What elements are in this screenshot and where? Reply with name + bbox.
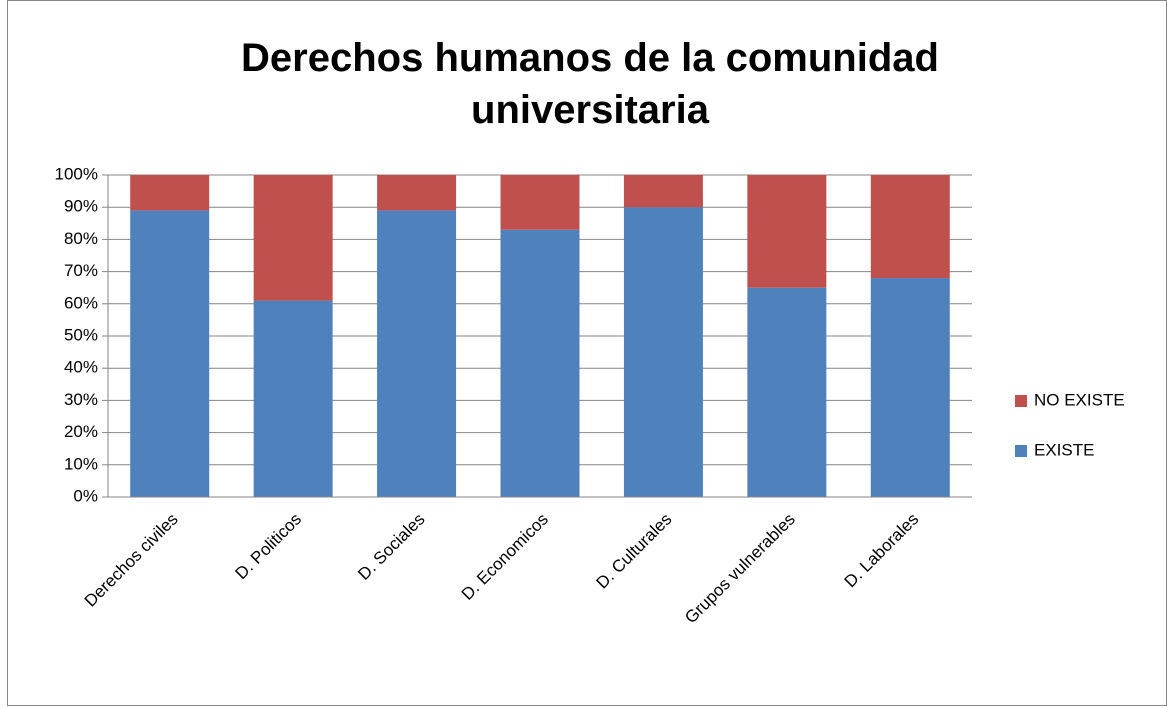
bar-segment <box>747 287 827 497</box>
bar-segment <box>253 175 333 301</box>
legend-swatch <box>1015 445 1027 457</box>
chart-title: Derechos humanos de la comunidad universi… <box>241 36 939 132</box>
y-tick-label: 80% <box>64 229 98 248</box>
y-tick-label: 100% <box>55 164 98 183</box>
legend-swatch <box>1015 395 1027 407</box>
y-tick-label: 30% <box>64 390 98 409</box>
bar-segment <box>377 210 457 498</box>
y-tick-label: 90% <box>64 197 98 216</box>
bar-segment <box>130 210 210 498</box>
bar-segment <box>130 175 210 211</box>
bar-segment <box>870 278 950 497</box>
y-tick-label: 50% <box>64 325 98 344</box>
legend-label: NO EXISTE <box>1034 390 1125 409</box>
bar-segment <box>500 229 580 498</box>
bar-segment <box>500 175 580 230</box>
bar-segment <box>623 175 703 208</box>
y-tick-label: 20% <box>64 422 98 441</box>
legend-label: EXISTE <box>1034 440 1094 459</box>
y-tick-label: 40% <box>64 358 98 377</box>
y-tick-label: 0% <box>73 486 98 505</box>
y-tick-label: 70% <box>64 261 98 280</box>
bar-segment <box>253 300 333 497</box>
bar-segment <box>377 175 457 211</box>
bar-segment <box>870 175 950 279</box>
bar-segment <box>623 207 703 497</box>
y-tick-label: 10% <box>64 454 98 473</box>
y-tick-label: 60% <box>64 293 98 312</box>
bar-segment <box>747 175 827 288</box>
